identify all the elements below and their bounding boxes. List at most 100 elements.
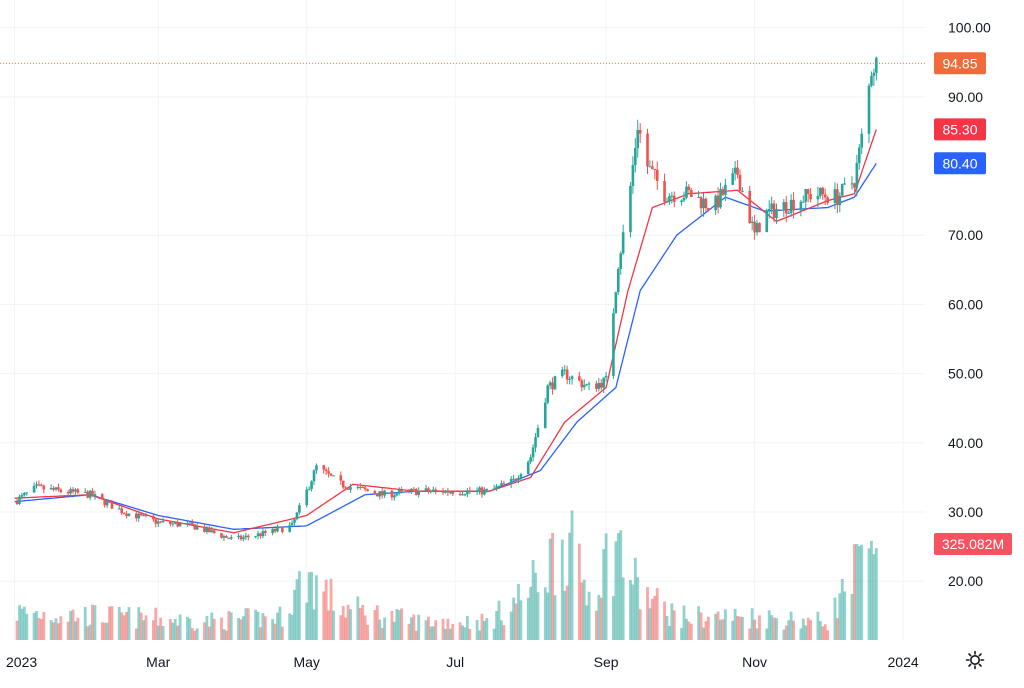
y-tick-label: 40.00 bbox=[948, 435, 983, 451]
candle-body bbox=[125, 513, 128, 516]
candle-body bbox=[801, 201, 805, 203]
volume-bar bbox=[767, 610, 771, 640]
volume-bar bbox=[171, 622, 175, 640]
settings-gear-icon[interactable] bbox=[964, 649, 986, 671]
volume-bar bbox=[103, 622, 107, 640]
volume-bar bbox=[855, 543, 859, 640]
volume-bar bbox=[295, 579, 299, 640]
candle-body bbox=[376, 494, 379, 497]
volume-bar bbox=[154, 607, 158, 640]
candle-body bbox=[142, 515, 145, 517]
volume-bar bbox=[71, 609, 75, 640]
candle-body bbox=[616, 268, 620, 293]
candle-body bbox=[551, 382, 554, 390]
candle-body bbox=[305, 489, 309, 506]
candle-body bbox=[636, 129, 640, 149]
volume-bar bbox=[719, 619, 722, 640]
x-tick-label: 2024 bbox=[888, 654, 919, 670]
volume-bar bbox=[741, 616, 744, 640]
volume-bar bbox=[324, 579, 328, 640]
candle-body bbox=[52, 488, 55, 490]
volume-bar bbox=[514, 603, 518, 640]
price-badge bbox=[934, 533, 1012, 555]
volume-bar bbox=[151, 620, 155, 640]
volume-bar bbox=[614, 541, 618, 640]
volume-bar bbox=[356, 596, 360, 640]
volume-bar bbox=[821, 626, 825, 640]
candle-body bbox=[602, 377, 605, 388]
volume-bar bbox=[461, 625, 464, 640]
volume-bar bbox=[390, 610, 394, 640]
volume-bar bbox=[653, 595, 657, 640]
grid bbox=[0, 0, 925, 640]
volume-bar bbox=[468, 628, 472, 640]
candle-body bbox=[716, 195, 720, 208]
volume-bar bbox=[682, 605, 686, 640]
candle-body bbox=[492, 488, 496, 490]
volume-bar bbox=[259, 627, 262, 640]
candle-body bbox=[648, 166, 652, 168]
volume-bar bbox=[310, 571, 313, 640]
candle-body bbox=[390, 490, 394, 498]
candle-body bbox=[212, 530, 216, 534]
y-tick-label: 50.00 bbox=[948, 366, 983, 382]
time-axis[interactable]: 2023 Mar May Jul Sep Nov 2024 bbox=[6, 654, 919, 670]
volume-bar bbox=[602, 549, 606, 640]
volume-bar bbox=[665, 615, 669, 640]
x-tick-label: Sep bbox=[594, 654, 619, 670]
volume-bar bbox=[687, 621, 691, 640]
candle-body bbox=[271, 528, 274, 534]
volume-bar bbox=[190, 628, 194, 640]
candle-body bbox=[417, 490, 420, 495]
candle-body bbox=[736, 167, 739, 175]
volume-bar bbox=[500, 620, 503, 640]
candle-body bbox=[93, 494, 97, 497]
candle-body bbox=[310, 481, 313, 489]
y-tick-label: 90.00 bbox=[948, 89, 983, 105]
volume-bar bbox=[512, 597, 516, 640]
candle-body bbox=[670, 195, 674, 197]
volume-bar bbox=[534, 572, 537, 640]
candle-body bbox=[458, 494, 462, 496]
candle-body bbox=[298, 505, 301, 513]
candle-body bbox=[191, 522, 194, 525]
candle-body bbox=[205, 527, 209, 532]
volume-bar bbox=[108, 606, 111, 640]
volume-bar bbox=[509, 611, 513, 640]
volume-bar bbox=[397, 610, 401, 640]
candle-body bbox=[83, 491, 87, 493]
price-axis[interactable]: 100.00 90.00 70.00 60.00 50.00 40.00 30.00 20.0… bbox=[948, 20, 991, 590]
candle-body bbox=[792, 199, 795, 211]
volume-bar bbox=[25, 613, 29, 640]
candle-body bbox=[500, 483, 503, 486]
volume-bar bbox=[818, 621, 822, 640]
volume-bar bbox=[273, 623, 277, 640]
candle-body bbox=[91, 490, 94, 497]
candle-body bbox=[585, 384, 588, 386]
volume-bar bbox=[546, 592, 550, 640]
volume-bar bbox=[670, 603, 674, 640]
volume-bar bbox=[560, 539, 564, 640]
candle-body bbox=[682, 197, 686, 201]
price-badge-label: 94.85 bbox=[942, 55, 977, 71]
volume-bar bbox=[168, 619, 172, 640]
volume-bar bbox=[714, 613, 718, 640]
candle-body bbox=[222, 536, 226, 538]
volume-bar bbox=[361, 604, 365, 640]
candle-body bbox=[427, 488, 430, 492]
volume-bar bbox=[478, 630, 481, 640]
candle-body bbox=[152, 515, 155, 520]
candle-body bbox=[753, 221, 756, 233]
volume-bar bbox=[872, 554, 876, 640]
candle-body bbox=[799, 201, 803, 211]
volume-bar bbox=[22, 606, 26, 640]
candle-body bbox=[71, 489, 75, 492]
candle-body bbox=[546, 385, 549, 403]
candle-body bbox=[787, 212, 790, 214]
volume-bar bbox=[358, 608, 362, 640]
candle-body bbox=[144, 515, 148, 517]
volume-bar bbox=[142, 620, 146, 640]
volume-bar bbox=[417, 614, 421, 640]
